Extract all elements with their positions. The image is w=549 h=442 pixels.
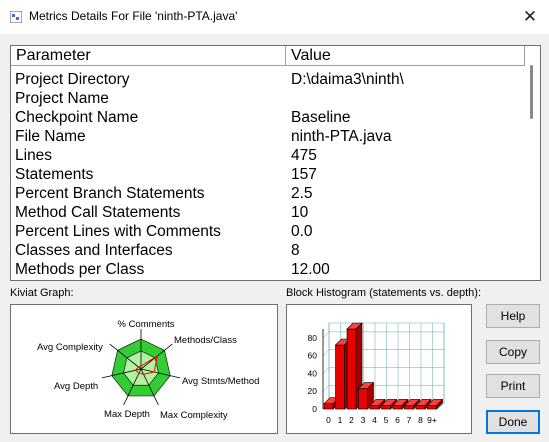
parameter-cell: File Name bbox=[15, 128, 86, 145]
kiviat-spoke bbox=[109, 343, 142, 370]
title-bar: Metrics Details For File 'ninth-PTA.java… bbox=[0, 0, 549, 34]
print-button[interactable]: Print bbox=[486, 374, 540, 398]
kiviat-axis-label: Methods/Class bbox=[174, 335, 237, 346]
done-button[interactable]: Done bbox=[486, 410, 540, 434]
kiviat-spoke bbox=[140, 368, 181, 379]
histogram-x-tick: 7 bbox=[407, 415, 412, 425]
parameter-cell: Lines bbox=[15, 147, 53, 164]
parameter-cell: Percent Lines with Comments bbox=[15, 223, 221, 240]
parameter-cell: Statements bbox=[15, 166, 94, 183]
table-header: Parameter Value bbox=[11, 46, 525, 67]
histogram-x-tick: 3 bbox=[361, 415, 366, 425]
value-cell: ninth-PTA.java bbox=[291, 128, 392, 145]
histogram-x-tick: 1 bbox=[338, 415, 343, 425]
column-header-value[interactable]: Value bbox=[286, 46, 525, 66]
value-cell: 157 bbox=[291, 166, 317, 183]
table-row[interactable]: Method Call Statements 10 bbox=[11, 203, 525, 222]
value-cell: D:\daima3\ninth\ bbox=[291, 71, 404, 88]
histogram-y-tick: 40 bbox=[308, 368, 318, 378]
table-body: Project Directory D:\daima3\ninth\ Project… bbox=[11, 70, 525, 279]
value-cell: 475 bbox=[291, 147, 317, 164]
histogram-bar bbox=[357, 381, 375, 410]
kiviat-label: Kiviat Graph: bbox=[10, 287, 74, 299]
kiviat-value-polygon bbox=[134, 354, 159, 375]
histogram-gridline bbox=[322, 367, 330, 374]
app-icon bbox=[10, 11, 22, 23]
parameter-cell: Checkpoint Name bbox=[15, 109, 139, 126]
table-row[interactable]: File Name ninth-PTA.java bbox=[11, 127, 525, 146]
parameter-cell: Method Call Statements bbox=[15, 204, 181, 221]
histogram-x-tick: 6 bbox=[395, 415, 400, 425]
table-row[interactable]: Project Directory D:\daima3\ninth\ bbox=[11, 70, 525, 89]
parameter-cell: Classes and Interfaces bbox=[15, 242, 173, 259]
copy-button[interactable]: Copy bbox=[486, 340, 540, 364]
table-row[interactable]: Checkpoint Name Baseline bbox=[11, 108, 525, 127]
histogram-x-tick: 0 bbox=[326, 415, 331, 425]
close-button[interactable]: ✕ bbox=[522, 7, 538, 26]
histogram-gridline bbox=[322, 331, 330, 339]
kiviat-spoke bbox=[123, 368, 142, 406]
table-row[interactable]: Classes and Interfaces 8 bbox=[11, 241, 525, 260]
vertical-scrollbar[interactable] bbox=[525, 46, 540, 280]
histogram-bar bbox=[403, 398, 421, 410]
value-cell: 0.0 bbox=[291, 223, 313, 240]
kiviat-spoke bbox=[101, 368, 142, 379]
kiviat-axis-label: Avg Depth bbox=[54, 381, 98, 392]
histogram-x-tick: 8 bbox=[418, 415, 423, 425]
table-row[interactable]: Percent Branch Statements 2.5 bbox=[11, 184, 525, 203]
histogram-x-tick: 2 bbox=[349, 415, 354, 425]
kiviat-axis-label: % Comments bbox=[117, 319, 174, 330]
histogram-x-tick: 4 bbox=[372, 415, 377, 425]
histogram-bar bbox=[380, 398, 398, 410]
value-cell: 12.00 bbox=[291, 261, 330, 278]
value-cell: 2.5 bbox=[291, 185, 313, 202]
kiviat-axis-label: Max Complexity bbox=[160, 410, 228, 421]
kiviat-spoke bbox=[140, 368, 159, 406]
table-row[interactable]: Statements 157 bbox=[11, 165, 525, 184]
parameter-cell: Methods per Class bbox=[15, 261, 145, 278]
block-histogram: 0 20 40 60 80 0 1 2 3 4 5 6 7 8 9+ bbox=[286, 304, 472, 434]
kiviat-graph: % Comments Methods/Class Avg Stmts/Method M… bbox=[10, 304, 278, 434]
histogram-label: Block Histogram (statements vs. depth): bbox=[286, 287, 482, 299]
histogram-x-tick: 9+ bbox=[427, 415, 437, 425]
table-row[interactable]: Percent Lines with Comments 0.0 bbox=[11, 222, 525, 241]
histogram-y-tick: 60 bbox=[308, 351, 318, 361]
histogram-x-tick: 5 bbox=[384, 415, 389, 425]
histogram-bar bbox=[392, 398, 409, 410]
histogram-gridline bbox=[322, 385, 330, 392]
histogram-gridline bbox=[322, 349, 330, 356]
value-cell: Baseline bbox=[291, 109, 351, 126]
scrollbar-thumb[interactable] bbox=[530, 65, 533, 119]
kiviat-axis-label: Max Depth bbox=[104, 409, 150, 420]
window-title: Metrics Details For File 'ninth-PTA.java… bbox=[29, 9, 238, 23]
histogram-bar bbox=[426, 398, 444, 410]
kiviat-axis-label: Avg Complexity bbox=[37, 342, 103, 353]
table-row[interactable]: Project Name bbox=[11, 89, 525, 108]
parameter-cell: Percent Branch Statements bbox=[15, 185, 205, 202]
parameter-cell: Project Directory bbox=[15, 71, 130, 88]
table-row[interactable]: Lines 475 bbox=[11, 146, 525, 165]
parameter-cell: Project Name bbox=[15, 90, 109, 107]
column-header-parameter[interactable]: Parameter bbox=[11, 46, 286, 66]
help-button[interactable]: Help bbox=[486, 304, 540, 328]
value-cell: 8 bbox=[291, 242, 300, 259]
metrics-table[interactable]: Parameter Value Project Directory D:\daim… bbox=[10, 45, 541, 281]
table-row[interactable]: Methods per Class 12.00 bbox=[11, 260, 525, 279]
value-cell: 10 bbox=[291, 204, 309, 221]
kiviat-axis-label: Avg Stmts/Method bbox=[182, 376, 259, 387]
histogram-y-tick: 0 bbox=[312, 404, 317, 414]
histogram-y-tick: 80 bbox=[308, 333, 318, 343]
histogram-y-tick: 20 bbox=[308, 386, 318, 396]
